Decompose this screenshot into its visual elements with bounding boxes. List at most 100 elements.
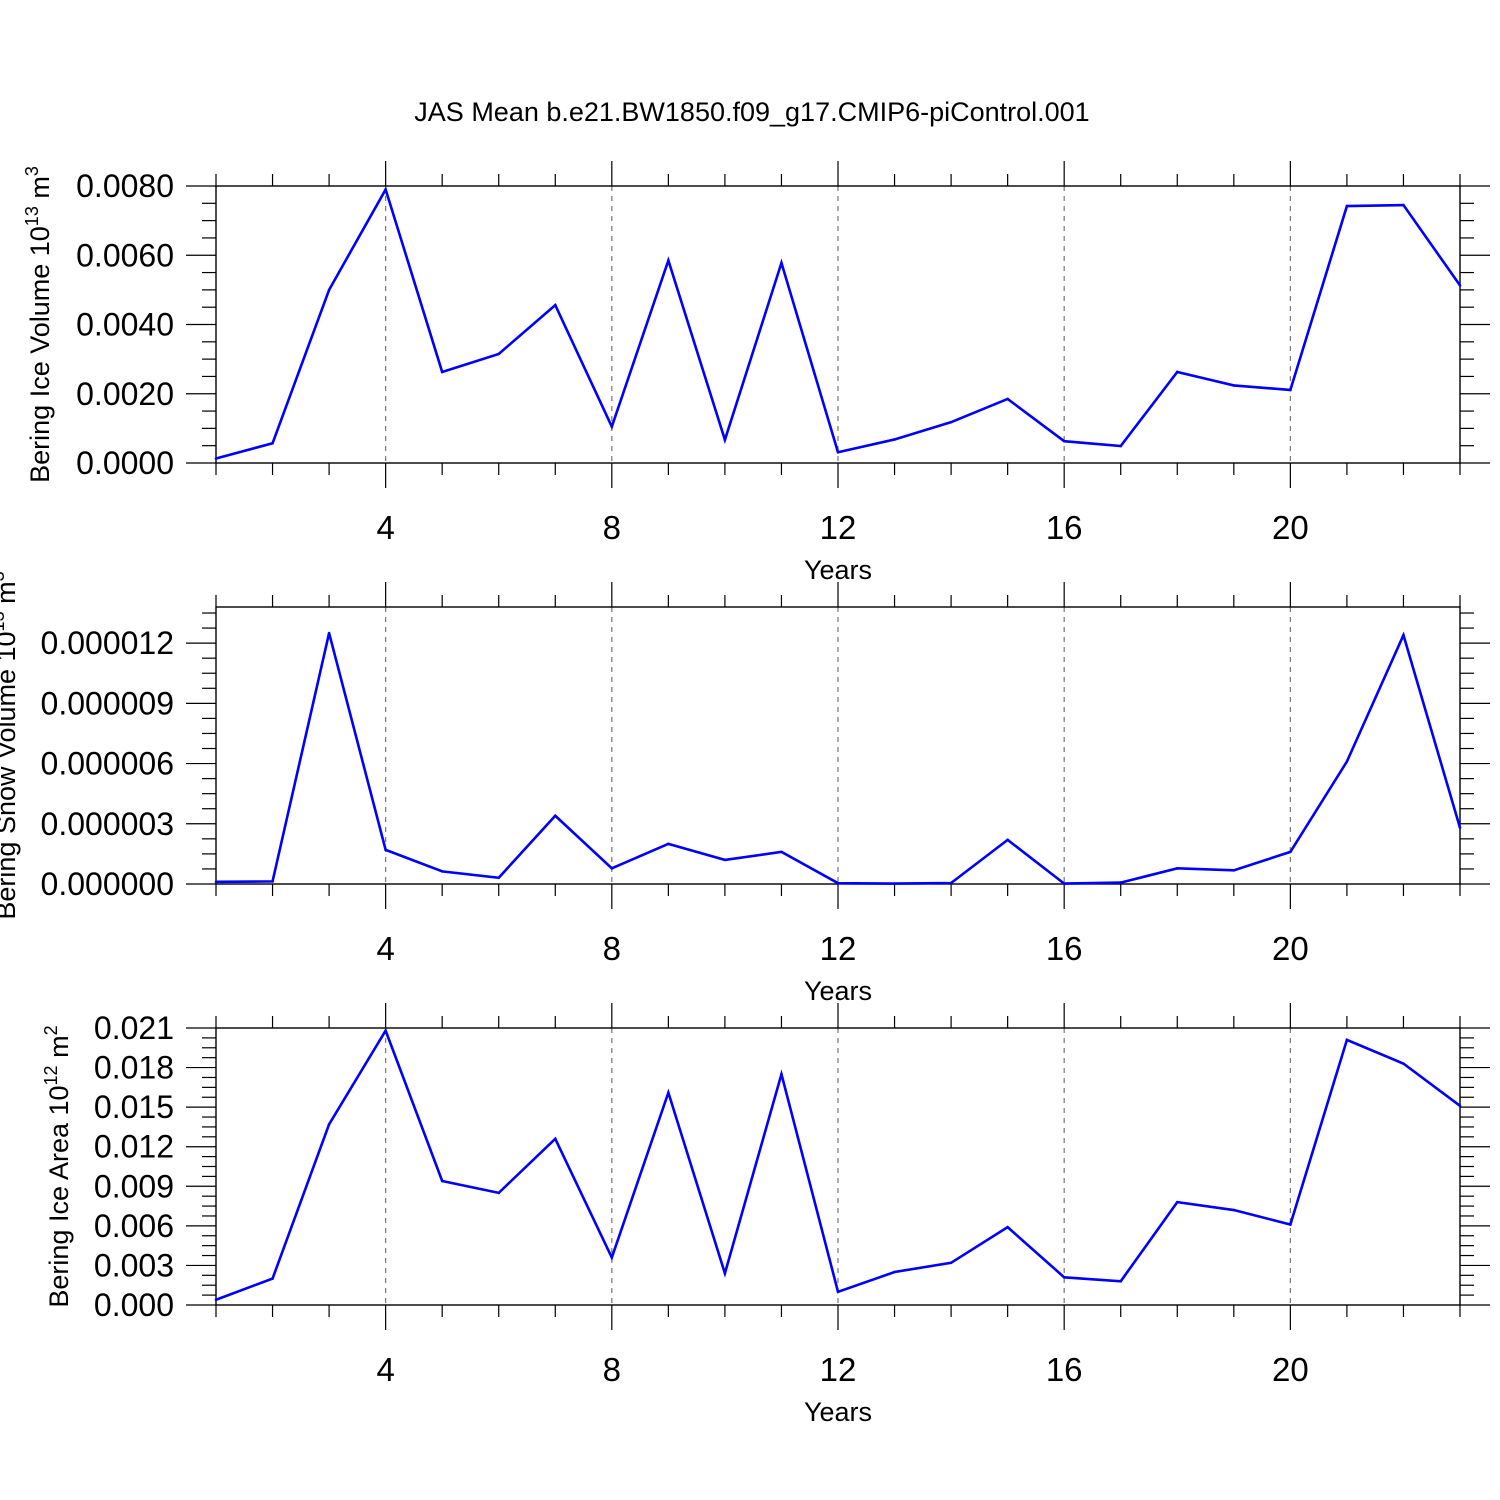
data-point [667,259,670,262]
data-point [1458,826,1462,830]
y-axis-label: Bering Snow Volume 1013 m3 [0,571,21,919]
y-tick-label: 0.021 [94,1010,174,1046]
y-axis-label-part: Bering Snow Volume 10 [0,631,21,919]
data-point [1289,850,1292,854]
data-point [440,1179,444,1183]
data-point [1345,760,1349,763]
y-axis-label-part: m [0,581,21,611]
data-point [1458,1104,1462,1108]
x-tick-label: 12 [820,1351,857,1388]
data-point [271,1277,274,1280]
data-point [553,303,557,307]
data-point [440,870,444,873]
y-axis-label: Bering Ice Area 1012 m2 [41,1025,74,1307]
data-point [723,438,727,442]
y-tick-label: 0.0040 [76,307,174,343]
data-point [497,876,501,880]
y-tick-label: 0.018 [94,1050,174,1086]
data-point [271,441,274,445]
y-tick-label: 0.000000 [41,866,174,902]
y-tick-label: 0.009 [94,1168,174,1204]
x-axis-label: Years [804,1397,872,1427]
y-axis-label-superscript: 2 [41,1025,61,1035]
data-point [1289,1223,1292,1226]
data-point [610,1256,614,1259]
data-point [553,1137,557,1141]
y-axis-label-part: Bering Ice Area 10 [44,1085,74,1307]
x-tick-label: 20 [1272,509,1309,546]
data-point [893,438,896,441]
y-tick-label: 0.003 [94,1247,174,1283]
x-tick-label: 4 [376,1351,394,1388]
x-tick-label: 16 [1046,930,1083,967]
x-tick-label: 16 [1046,509,1083,546]
data-point [553,814,557,818]
data-point [723,1272,727,1275]
y-axis-label-superscript: 3 [0,571,8,581]
y-tick-label: 0.0080 [76,168,174,204]
data-point [1175,370,1179,374]
x-tick-label: 20 [1272,1351,1309,1388]
data-point [1062,882,1066,885]
y-tick-label: 0.006 [94,1208,174,1244]
data-point [1006,397,1009,401]
data-point [949,420,953,424]
y-tick-label: 0.000 [94,1287,174,1323]
data-point [1458,284,1462,287]
y-axis-label-part: m [25,176,55,206]
x-tick-label: 12 [820,930,857,967]
data-point [1006,838,1009,842]
y-tick-label: 0.0020 [76,376,174,412]
data-point [1062,439,1066,443]
data-point [836,881,840,885]
x-tick-label: 12 [820,509,857,546]
data-point [1402,1062,1405,1065]
data-point [214,457,218,460]
y-tick-label: 0.015 [94,1089,174,1125]
data-point [384,188,387,191]
data-point [723,858,727,862]
data-point [327,288,331,292]
data-point [1289,388,1292,392]
y-axis-label-superscript: 13 [22,206,42,226]
data-point [497,1191,501,1195]
data-point [1119,1279,1123,1283]
y-axis-label-part: Bering Ice Volume 10 [25,226,55,483]
data-point [497,352,501,356]
y-tick-label: 0.000012 [41,625,174,661]
x-tick-label: 4 [376,509,394,546]
y-axis-label-part: m [44,1035,74,1065]
x-tick-label: 16 [1046,1351,1083,1388]
data-point [1345,204,1349,208]
x-tick-label: 8 [603,1351,621,1388]
data-point [893,882,896,885]
data-point [667,842,670,846]
data-point [440,370,444,374]
y-axis-label-superscript: 3 [22,166,42,176]
data-point [384,1029,387,1032]
data-point [1232,1208,1236,1212]
data-point [780,1072,783,1076]
data-point [893,1270,896,1274]
data-point [949,1261,953,1265]
y-axis-label-superscript: 13 [0,611,8,631]
y-axis-label-superscript: 12 [41,1065,61,1085]
chart-panel-1: 0.0000 0.0020 0.0040 0.0060 0.0080 4 8 12 16 20 Ye… [22,161,1490,585]
x-axis-label: Years [804,976,872,1006]
x-tick-label: 4 [376,930,394,967]
data-point [780,261,783,265]
x-tick-label: 8 [603,930,621,967]
data-point [1402,203,1405,207]
x-tick-label: 8 [603,509,621,546]
data-point [836,450,840,454]
data-point [1062,1276,1066,1279]
data-point [327,1122,331,1126]
chart-panel-2: 0.000000 0.000003 0.000006 0.000009 0.000012… [0,571,1490,1006]
y-tick-label: 0.000006 [41,746,174,782]
data-point [780,850,783,854]
panels: 0.0000 0.0020 0.0040 0.0060 0.0080 4 8 12 16 20 Ye… [0,161,1490,1427]
data-point [836,1290,840,1294]
y-tick-label: 0.0060 [76,237,174,273]
